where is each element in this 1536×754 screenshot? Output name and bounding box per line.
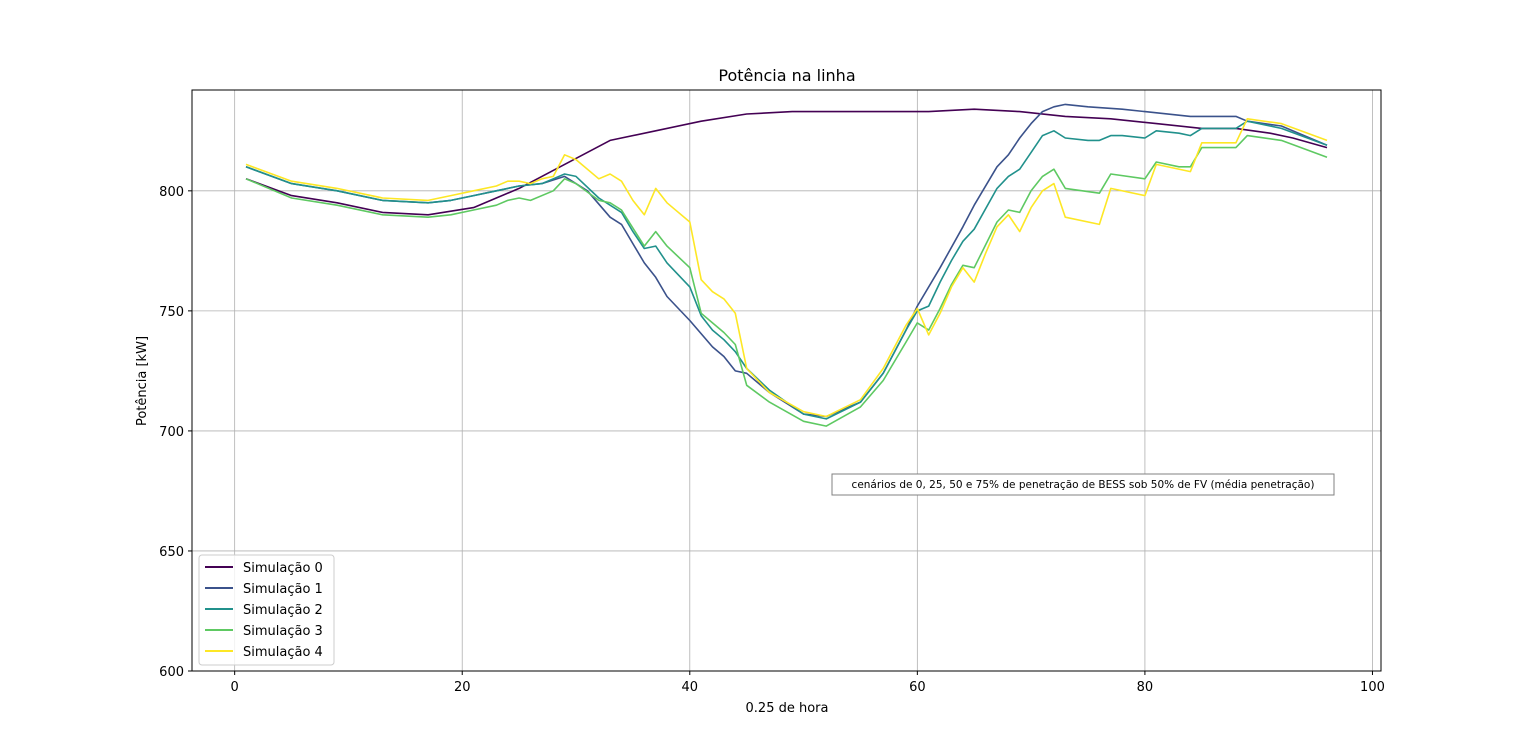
series-lines [245,103,1328,427]
legend-label-3: Simulação 3 [243,624,323,639]
x-axis-ticks: 0 20 40 60 80 100 [231,671,1385,695]
y-tick-label: 800 [159,185,184,200]
y-tick-label: 600 [159,665,184,680]
y-tick-label: 750 [159,305,184,320]
legend-label-4: Simulação 4 [243,645,323,660]
annotation-box: cenários de 0, 25, 50 e 75% de penetraçã… [831,473,1335,496]
x-tick-label: 0 [231,680,239,695]
y-axis-label: Potência [kW] [135,336,150,426]
series-line-2 [245,120,1328,420]
legend-label-1: Simulação 1 [243,582,323,597]
chart-title: Potência na linha [718,66,855,85]
x-tick-label: 100 [1360,680,1385,695]
y-tick-label: 650 [159,545,184,560]
y-axis-ticks: 600 650 700 750 800 [159,185,192,680]
annotation-frame [831,473,1335,496]
legend-label-2: Simulação 2 [243,603,323,618]
series-line-0 [245,108,1328,216]
x-tick-label: 20 [454,680,471,695]
series-line-4 [245,118,1328,418]
x-axis-label: 0.25 de hora [746,701,829,716]
x-tick-label: 40 [682,680,699,695]
x-tick-label: 80 [1137,680,1154,695]
legend: Simulação 0 Simulação 1 Simulação 2 Simulaç… [198,554,335,666]
legend-label-0: Simulação 0 [243,561,323,576]
legend-frame [198,554,335,666]
annotation-text: cenários de 0, 25, 50 e 75% de penetraçã… [852,479,1315,491]
x-tick-label: 60 [909,680,926,695]
plot-frame [191,89,1382,672]
series-line-3 [245,134,1328,427]
y-tick-label: 700 [159,425,184,440]
